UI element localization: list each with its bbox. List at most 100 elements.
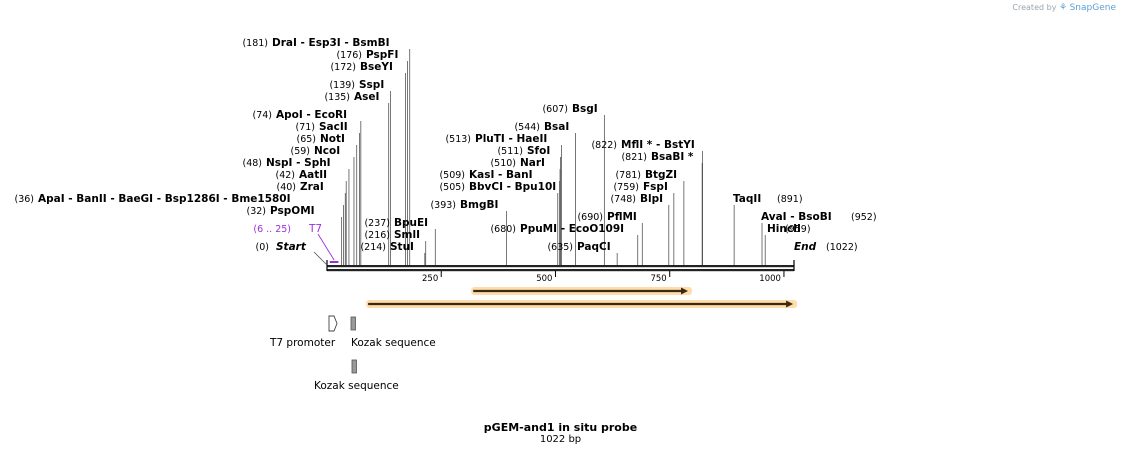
site-position-label: (393) <box>430 200 456 211</box>
site-position-label: (176) <box>336 50 362 61</box>
site-position-label: (891) <box>777 194 803 205</box>
site-position-label: (139) <box>329 80 355 91</box>
site-position-label: (952) <box>851 212 877 223</box>
start-leader-line <box>313 251 328 266</box>
site-name-label: PflMI <box>607 211 637 223</box>
site-position-label: (821) <box>621 152 647 163</box>
site-name-label: BlpI <box>640 193 663 205</box>
kozak-feature[interactable] <box>350 316 356 331</box>
ruler-tick-label: 750 <box>650 274 666 284</box>
site-name-label: SmlI <box>394 229 420 241</box>
site-position-label: (71) <box>295 122 315 133</box>
site-name-label: SspI <box>359 79 384 91</box>
site-position-label: (822) <box>591 140 617 151</box>
plasmid-name: pGEM-and1 in situ probe <box>483 421 638 434</box>
site-name-label: BsgI <box>572 103 598 115</box>
site-name-label: KasI - BanI <box>469 169 533 181</box>
site-name-label: SfoI <box>527 145 550 157</box>
site-name-label: MflI * - BstYI <box>621 139 695 151</box>
site-position-label: (36) <box>14 194 34 205</box>
site-name-label: BmgBI <box>460 199 498 211</box>
ruler-tick-label: 1000 <box>759 274 781 284</box>
site-position-label: (59) <box>290 146 310 157</box>
site-name-label: ZraI <box>300 181 324 193</box>
site-position-label: (509) <box>439 170 465 181</box>
orf-arrow-head <box>786 300 794 308</box>
site-name-label: FspI <box>643 181 668 193</box>
site-name-label: BpuEI <box>394 217 428 229</box>
site-position-label: (513) <box>445 134 471 145</box>
plasmid-length: 1022 bp <box>539 434 582 445</box>
site-position-label: (781) <box>615 170 641 181</box>
site-position-label: (65) <box>296 134 316 145</box>
site-name-label: BsaBI * <box>651 151 694 163</box>
site-position-label: (680) <box>490 224 516 235</box>
primer-leader-line <box>317 233 335 261</box>
site-name-label: BtgZI <box>645 169 677 181</box>
site-position-label: (690) <box>577 212 603 223</box>
site-name-label: TaqII <box>733 193 761 205</box>
site-name-label: NcoI <box>314 145 340 157</box>
kozak-feature[interactable] <box>351 359 357 374</box>
site-name-label: PspOMI <box>270 205 315 217</box>
site-position-label: (40) <box>276 182 296 193</box>
site-name-label: BseYI <box>360 61 393 73</box>
site-position-label: (181) <box>242 38 268 49</box>
site-position-label: (759) <box>613 182 639 193</box>
site-name-label: NotI <box>320 133 345 145</box>
primer-range-label: (6 .. 25) <box>253 224 291 235</box>
site-name-label: ApaI - BanII - BaeGI - Bsp1286I - Bme158… <box>38 193 291 205</box>
site-position-label: (135) <box>324 92 350 103</box>
site-name-label: AvaI - BsoBI <box>761 211 832 223</box>
backbone-bottom-strand <box>327 269 794 272</box>
ruler-tick-label: 500 <box>536 274 552 284</box>
snapgene-logo-icon: ⚘ <box>1058 3 1068 13</box>
site-position-label: (216) <box>364 230 390 241</box>
start-position-label: (0) <box>256 242 269 253</box>
site-position-label: (748) <box>610 194 636 205</box>
backbone-top-strand <box>327 265 794 268</box>
site-position-label: (505) <box>439 182 465 193</box>
site-position-label: (959) <box>785 224 811 235</box>
site-name-label: DraI - Esp3I - BsmBI <box>272 37 389 49</box>
site-name-label: BsaI <box>544 121 569 133</box>
site-position-label: (74) <box>252 110 272 121</box>
site-position-label: (32) <box>246 206 266 217</box>
site-name-label: NspI - SphI <box>266 157 331 169</box>
site-position-label: (544) <box>514 122 540 133</box>
snapgene-brand: Created by ⚘ SnapGene <box>1012 3 1116 13</box>
site-position-label: (511) <box>497 146 523 157</box>
site-position-label: (635) <box>547 242 573 253</box>
feature-label-kozak: Kozak sequence <box>351 337 436 349</box>
site-name-label: SacII <box>319 121 348 133</box>
site-position-label: (42) <box>275 170 295 181</box>
site-name-label: HincII <box>767 223 801 235</box>
site-position-label: (510) <box>490 158 516 169</box>
site-name-label: PaqCI <box>577 241 611 253</box>
site-name-label: AatII <box>299 169 327 181</box>
site-position-label: (214) <box>360 242 386 253</box>
feature-label-kozak: Kozak sequence <box>314 380 399 392</box>
end-position-label: (1022) <box>826 242 858 253</box>
site-name-label: BbvCI - Bpu10I <box>469 181 556 193</box>
site-name-label: PspFI <box>366 49 398 61</box>
primer-name-label: T7 <box>308 223 322 235</box>
start-label: Start <box>276 241 307 253</box>
site-name-label: StuI <box>390 241 414 253</box>
feature-label-t7-promoter: T7 promoter <box>269 337 336 349</box>
site-position-label: (237) <box>364 218 390 229</box>
ruler-tick-label: 250 <box>422 274 438 284</box>
snapgene-name: SnapGene <box>1069 3 1116 13</box>
site-name-label: ApoI - EcoRI <box>276 109 347 121</box>
end-label: End <box>794 241 817 253</box>
site-name-label: NarI <box>520 157 545 169</box>
site-name-label: PpuMI - EcoO109I <box>520 223 624 235</box>
created-by-text: Created by <box>1012 3 1057 12</box>
site-name-label: AseI <box>354 91 379 103</box>
site-position-label: (48) <box>242 158 262 169</box>
site-position-label: (607) <box>542 104 568 115</box>
t7-promoter-feature[interactable] <box>328 315 338 332</box>
site-name-label: PluTI - HaeII <box>475 133 547 145</box>
orf-arrow-head <box>680 287 688 295</box>
